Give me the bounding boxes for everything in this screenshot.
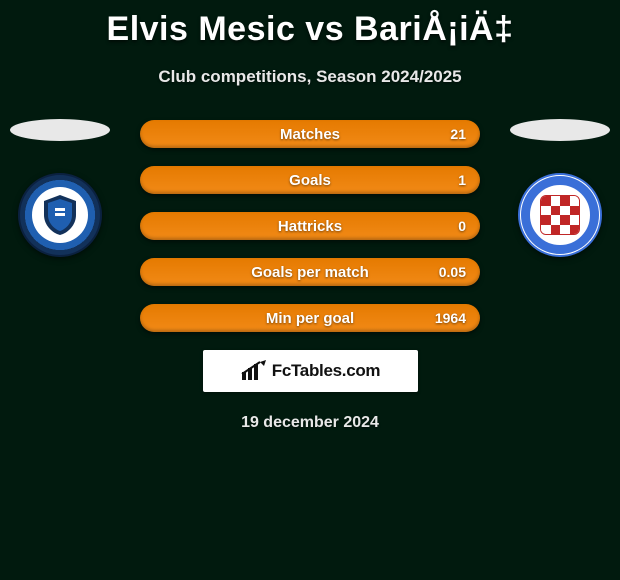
stat-label: Min per goal xyxy=(266,310,354,327)
subtitle: Club competitions, Season 2024/2025 xyxy=(0,67,620,87)
stat-value: 0 xyxy=(458,218,466,234)
brand-logo[interactable]: FcTables.com xyxy=(203,350,418,392)
stat-label: Goals xyxy=(289,172,331,189)
stat-bar: Goals per match 0.05 xyxy=(140,258,480,286)
stat-bar: Goals 1 xyxy=(140,166,480,194)
bar-chart-icon xyxy=(240,360,266,382)
club-badge-right xyxy=(518,173,602,257)
stats-bars: Matches 21 Goals 1 Hattricks 0 Goals per… xyxy=(140,119,480,332)
stat-value: 21 xyxy=(450,126,466,142)
stat-label: Goals per match xyxy=(251,264,369,281)
stat-bar: Hattricks 0 xyxy=(140,212,480,240)
comparison-stage: Matches 21 Goals 1 Hattricks 0 Goals per… xyxy=(0,119,620,332)
checkerboard-icon xyxy=(540,195,580,235)
player-shadow-left xyxy=(10,119,110,141)
stat-bar: Min per goal 1964 xyxy=(140,304,480,332)
stat-label: Hattricks xyxy=(278,218,342,235)
stat-value: 0.05 xyxy=(439,264,466,280)
player-shadow-right xyxy=(510,119,610,141)
date-label: 19 december 2024 xyxy=(0,414,620,432)
stat-bar: Matches 21 xyxy=(140,120,480,148)
stat-value: 1964 xyxy=(435,310,466,326)
shield-icon xyxy=(40,193,80,237)
stat-value: 1 xyxy=(458,172,466,188)
brand-name: FcTables.com xyxy=(272,361,381,381)
stat-label: Matches xyxy=(280,126,340,143)
club-badge-left xyxy=(18,173,102,257)
page-title: Elvis Mesic vs BariÅ¡iÄ‡ xyxy=(0,0,620,49)
